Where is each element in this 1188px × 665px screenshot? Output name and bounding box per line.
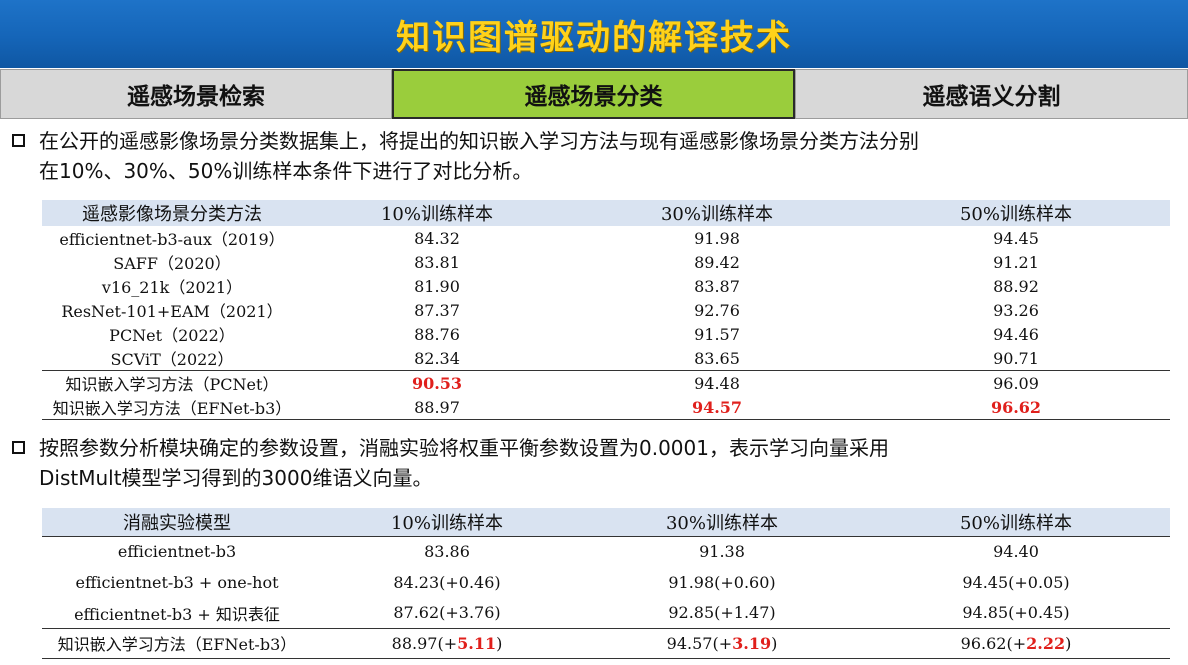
- scene-classification-table: 遥感影像场景分类方法 10%训练样本 30%训练样本 50%训练样本 effic…: [42, 200, 1170, 420]
- table-row: 知识嵌入学习方法（EFNet-b3） 88.97 94.57 96.62: [42, 395, 1170, 420]
- value-close: ): [771, 633, 778, 653]
- value-cell: 87.62(+3.76): [393, 603, 501, 623]
- value-cell: 96.09: [862, 370, 1170, 395]
- table-row: 知识嵌入学习方法（EFNet-b3） 88.97(+5.11) 94.57(+3…: [42, 628, 1170, 658]
- value-cell: 91.98(+0.60): [668, 572, 776, 592]
- table-row: SAFF（2020） 83.81 89.42 91.21: [42, 250, 1170, 274]
- value-cell: 90.71: [993, 348, 1039, 368]
- table-row: efficientnet-b3-aux（2019） 84.32 91.98 94.45: [42, 226, 1170, 250]
- value-cell: 81.90: [414, 276, 460, 296]
- value-cell: 94.40: [993, 541, 1039, 561]
- gain-value: 2.22: [1026, 633, 1066, 653]
- value-cell: 91.38: [699, 541, 745, 561]
- table-row: efficientnet-b3 + one-hot 84.23(+0.46) 91.…: [42, 566, 1170, 598]
- table-row: 知识嵌入学习方法（PCNet） 90.53 94.48 96.09: [42, 370, 1170, 395]
- value-base: 96.62(+: [960, 633, 1027, 653]
- page-title: 知识图谱驱动的解译技术: [396, 17, 792, 58]
- value-cell: 91.21: [993, 252, 1039, 272]
- value-cell: 88.97(+5.11): [312, 628, 582, 658]
- value-cell: 96.62(+2.22): [862, 628, 1170, 658]
- method-cell: efficientnet-b3-aux（2019）: [59, 230, 285, 249]
- value-close: ): [1065, 633, 1072, 653]
- value-cell: 94.57(+3.19): [582, 628, 862, 658]
- square-bullet-icon: [12, 441, 25, 454]
- gain-value: 5.11: [457, 633, 497, 653]
- value-cell: 91.57: [694, 324, 740, 344]
- method-cell: SAFF（2020）: [113, 254, 231, 273]
- table-header-row: 消融实验模型 10%训练样本 30%训练样本 50%训练样本: [42, 508, 1170, 536]
- value-cell: 82.34: [414, 348, 460, 368]
- header-30pct: 30%训练样本: [572, 200, 862, 226]
- value-cell: 92.76: [694, 300, 740, 320]
- value-cell: 91.98: [694, 228, 740, 248]
- value-cell: 83.65: [694, 348, 740, 368]
- method-cell: v16_21k（2021）: [101, 278, 243, 297]
- tab-semantic-segmentation[interactable]: 遥感语义分割: [795, 69, 1188, 119]
- bullet-paragraph-1: 在公开的遥感影像场景分类数据集上，将提出的知识嵌入学习方法与现有遥感影像场景分类…: [12, 126, 919, 186]
- bullet-1-line-1: 在公开的遥感影像场景分类数据集上，将提出的知识嵌入学习方法与现有遥感影像场景分类…: [39, 129, 919, 153]
- value-cell: 84.23(+0.46): [393, 572, 501, 592]
- value-cell: 92.85(+1.47): [668, 603, 776, 623]
- method-cell: PCNet（2022）: [109, 326, 235, 345]
- value-cell: 83.87: [694, 276, 740, 296]
- value-cell: 89.42: [694, 252, 740, 272]
- table-row: efficientnet-b3 + 知识表征 87.62(+3.76) 92.85(…: [42, 598, 1170, 628]
- bullet-1-line-2: 在10%、30%、50%训练样本条件下进行了对比分析。: [39, 159, 533, 183]
- header-model: 消融实验模型: [42, 508, 312, 536]
- value-cell: 88.76: [414, 324, 460, 344]
- model-cell: efficientnet-b3 + 知识表征: [74, 604, 280, 624]
- value-cell: 93.26: [993, 300, 1039, 320]
- value-cell-best: 94.57: [691, 397, 743, 417]
- bullet-2-line-2: DistMult模型学习得到的3000维语义向量。: [39, 466, 433, 490]
- value-cell: 83.81: [414, 252, 460, 272]
- header-50pct: 50%训练样本: [862, 508, 1170, 536]
- value-cell: 94.45: [993, 228, 1039, 248]
- value-cell: 83.86: [424, 541, 470, 561]
- tab-bar: 遥感场景检索 遥感场景分类 遥感语义分割: [0, 69, 1188, 119]
- method-cell: 知识嵌入学习方法（PCNet）: [42, 370, 302, 395]
- square-bullet-icon: [12, 134, 25, 147]
- header-10pct: 10%训练样本: [312, 508, 582, 536]
- table-row: PCNet（2022） 88.76 91.57 94.46: [42, 322, 1170, 346]
- method-cell: SCViT（2022）: [110, 350, 234, 369]
- tab-scene-retrieval[interactable]: 遥感场景检索: [0, 69, 392, 119]
- method-cell: 知识嵌入学习方法（EFNet-b3）: [52, 399, 292, 418]
- table-row: v16_21k（2021） 81.90 83.87 88.92: [42, 274, 1170, 298]
- bullet-paragraph-2: 按照参数分析模块确定的参数设置，消融实验将权重平衡参数设置为0.0001，表示学…: [12, 433, 889, 493]
- model-cell: efficientnet-b3 + one-hot: [75, 572, 279, 592]
- value-cell: 94.46: [993, 324, 1039, 344]
- title-bar: 知识图谱驱动的解译技术: [0, 0, 1188, 68]
- value-cell: 94.45(+0.05): [962, 572, 1070, 592]
- table-row: ResNet-101+EAM（2021） 87.37 92.76 93.26: [42, 298, 1170, 322]
- value-cell: 84.32: [414, 228, 460, 248]
- table-row: efficientnet-b3 83.86 91.38 94.40: [42, 536, 1170, 566]
- header-30pct: 30%训练样本: [582, 508, 862, 536]
- table-header-row: 遥感影像场景分类方法 10%训练样本 30%训练样本 50%训练样本: [42, 200, 1170, 226]
- value-cell: 87.37: [414, 300, 460, 320]
- value-cell: 88.97: [414, 397, 460, 417]
- value-close: ): [496, 633, 503, 653]
- ablation-table: 消融实验模型 10%训练样本 30%训练样本 50%训练样本 efficient…: [42, 508, 1170, 659]
- value-cell: 94.85(+0.45): [962, 603, 1070, 623]
- value-cell-best: 90.53: [302, 370, 572, 395]
- model-cell: 知识嵌入学习方法（EFNet-b3）: [57, 635, 297, 654]
- method-cell: ResNet-101+EAM（2021）: [61, 302, 283, 321]
- tab-scene-classification[interactable]: 遥感场景分类: [392, 69, 795, 119]
- header-method: 遥感影像场景分类方法: [42, 200, 302, 226]
- header-10pct: 10%训练样本: [302, 200, 572, 226]
- value-cell-best: 96.62: [990, 397, 1042, 417]
- header-50pct: 50%训练样本: [862, 200, 1170, 226]
- value-cell: 94.48: [572, 370, 862, 395]
- value-base: 88.97(+: [391, 633, 458, 653]
- table-row: SCViT（2022） 82.34 83.65 90.71: [42, 346, 1170, 371]
- bullet-2-line-1: 按照参数分析模块确定的参数设置，消融实验将权重平衡参数设置为0.0001，表示学…: [39, 436, 889, 460]
- value-base: 94.57(+: [666, 633, 733, 653]
- model-cell: efficientnet-b3: [117, 541, 237, 561]
- gain-value: 3.19: [732, 633, 772, 653]
- value-cell: 88.92: [993, 276, 1039, 296]
